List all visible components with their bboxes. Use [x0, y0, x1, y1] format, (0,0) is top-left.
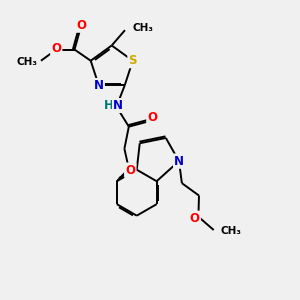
Text: H: H [104, 99, 114, 112]
Text: N: N [94, 79, 104, 92]
Text: CH₃: CH₃ [132, 23, 153, 33]
Text: H: H [104, 99, 114, 112]
Text: CH₃: CH₃ [220, 226, 241, 236]
Text: O: O [76, 19, 86, 32]
Text: O: O [125, 164, 135, 177]
Text: O: O [125, 164, 135, 177]
Text: O: O [147, 111, 158, 124]
Text: N: N [94, 79, 104, 92]
Text: S: S [128, 54, 137, 67]
Text: O: O [125, 164, 135, 177]
Text: N: N [174, 154, 184, 168]
Text: N: N [113, 99, 123, 112]
Text: CH₃: CH₃ [132, 23, 153, 33]
Text: O: O [51, 42, 61, 55]
Text: CH₃: CH₃ [220, 226, 241, 236]
Text: O: O [76, 19, 86, 32]
Text: CH₃: CH₃ [16, 57, 38, 67]
Text: O: O [51, 42, 61, 55]
Text: CH₃: CH₃ [16, 57, 38, 67]
Text: O: O [147, 111, 158, 124]
Text: O: O [190, 212, 200, 225]
Text: O: O [190, 212, 200, 225]
Text: S: S [128, 54, 137, 67]
Text: N: N [113, 99, 123, 112]
Text: N: N [174, 154, 184, 168]
